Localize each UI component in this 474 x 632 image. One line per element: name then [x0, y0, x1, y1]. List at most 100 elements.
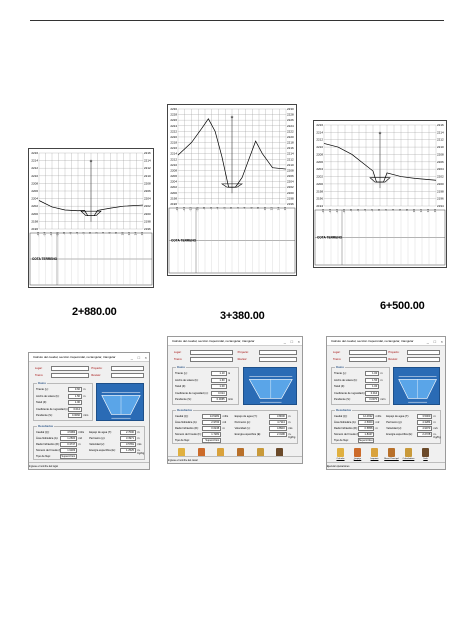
input-field[interactable]: 1.50 [365, 377, 380, 383]
tool-button-5[interactable]: Salir [420, 448, 431, 463]
maximize-button[interactable]: □ [137, 355, 140, 360]
offset-tick: 6 [108, 232, 112, 234]
input-field[interactable]: 1.00 [210, 384, 227, 389]
input-field[interactable]: 0.014 [365, 390, 380, 396]
maximize-button[interactable]: □ [290, 339, 293, 344]
channel-section [369, 177, 391, 183]
close-button[interactable]: × [440, 339, 443, 344]
result-field: 4.8916 [269, 426, 287, 431]
revisor-input[interactable] [407, 357, 441, 362]
input-label: Pendiente (S): [175, 398, 192, 401]
tramo-input[interactable] [190, 357, 233, 362]
calc-window-1: Cálculo del caudal, sección trapezoidal,… [28, 352, 150, 470]
result-unit: m [288, 415, 291, 418]
elev-tick-right: 2216 [437, 123, 444, 127]
tool-button-1[interactable]: Limpiar Pantalla [352, 448, 363, 463]
offset-tick: -10 [56, 232, 60, 237]
result-label: Energía específica (E): [386, 433, 413, 436]
channel-section [80, 210, 102, 216]
minimize-button[interactable]: _ [426, 339, 429, 344]
eraser-icon [197, 448, 205, 457]
tool-button-3[interactable]: Menú Principal [384, 448, 399, 463]
input-label: Tirante (y): [36, 388, 49, 391]
offset-tick: -6 [69, 232, 73, 235]
resultados-group: Resultados Caudal (Q): 4.5084 m3/s Área hidr… [33, 424, 145, 460]
top-rule [30, 20, 444, 21]
lugar-input[interactable] [349, 350, 387, 355]
result-unit: m/s [288, 427, 293, 430]
offset-tick: 16 [433, 209, 437, 213]
lugar-input[interactable] [51, 366, 90, 371]
close-button[interactable]: × [297, 339, 300, 344]
input-field[interactable]: 1.50 [67, 393, 82, 399]
input-field[interactable]: 0.0060 [67, 413, 82, 418]
datos-group: Datos Tirante (y): 1.10 m Ancho de solera (b… [172, 365, 239, 405]
tool-button-2[interactable]: Imprimir [369, 448, 380, 463]
printer-icon [217, 448, 225, 457]
result-unit: m [288, 421, 291, 424]
elev-tick-left: 2206 [316, 160, 323, 164]
result-unit: m-Kg/Kg [137, 449, 145, 455]
revisor-input[interactable] [259, 357, 297, 362]
tramo-input[interactable] [349, 357, 387, 362]
input-label: Ancho de solera (b): [36, 394, 60, 398]
close-button[interactable]: × [144, 355, 147, 360]
input-field[interactable]: 0.014 [67, 406, 82, 412]
calculator-icon [256, 448, 264, 457]
input-field[interactable]: 1.00 [365, 371, 380, 376]
input-field[interactable]: 1.10 [210, 371, 227, 376]
tool-button-label: Salir [423, 458, 428, 460]
tool-button-0[interactable]: Calcular [335, 448, 346, 463]
elev-tick-right: 2212 [437, 138, 444, 142]
offset-tick: 14 [276, 207, 280, 211]
proyecto-input[interactable] [259, 350, 297, 355]
tool-button-4[interactable]: Calculadora [403, 448, 414, 463]
offset-tick: -14 [43, 232, 47, 237]
offset-tick: -4 [363, 209, 367, 212]
input-field[interactable]: 1.00 [67, 400, 82, 405]
input-unit: m [83, 394, 86, 398]
offset-tick: 12 [127, 232, 131, 236]
datos-group: Datos Tirante (y): 0.60 m Ancho de solera (b… [33, 381, 93, 421]
minimize-button[interactable]: _ [283, 339, 286, 344]
offset-tick: 10 [121, 232, 125, 236]
offset-tick: -4 [216, 207, 220, 210]
revisor-label: Revisor: [237, 358, 248, 361]
elev-tick-left: 2208 [170, 168, 177, 172]
tramo-input[interactable] [51, 373, 90, 378]
revisor-input[interactable] [110, 373, 145, 378]
input-label: Coeficiente de rugosidad (n): [334, 391, 368, 395]
input-field[interactable]: 0.014 [210, 390, 227, 396]
input-field[interactable]: 1.60 [210, 377, 227, 383]
result-unit: m3/s [375, 415, 382, 418]
elev-tick-left: 2210 [316, 145, 323, 149]
elev-tick-left: 2202 [31, 204, 38, 208]
revisor-label: Revisor: [388, 358, 398, 361]
result-label: Perímetro (p): [89, 437, 106, 440]
station-label-3: 6+500.00 [380, 300, 425, 312]
input-field[interactable]: 0.0065 [210, 397, 227, 402]
result-field: 1.9183 [60, 448, 78, 453]
maximize-button[interactable]: □ [433, 339, 436, 344]
elev-tick-left: 2208 [316, 152, 323, 156]
input-unit: m/m [83, 414, 89, 417]
elev-tick-right: 2228 [287, 113, 294, 117]
proyecto-input[interactable] [110, 366, 145, 371]
result-label: Tipo de flujo: [36, 455, 51, 458]
proyecto-input[interactable] [407, 350, 441, 355]
offset-tick: -4 [75, 232, 79, 235]
result-field: 1.7281 [202, 432, 222, 437]
elev-tick-right: 2206 [287, 174, 294, 178]
offset-tick: 10 [412, 209, 416, 213]
input-field[interactable]: 0.60 [67, 387, 82, 392]
minimize-button[interactable]: _ [130, 355, 133, 360]
elev-tick-right: 2204 [287, 180, 294, 184]
result-label: Número de Froude (F): [334, 433, 361, 436]
lugar-input[interactable] [190, 350, 233, 355]
result-label: Velocidad (v): [89, 443, 105, 446]
input-field[interactable]: 0.0070 [365, 397, 380, 402]
resultados-title: Resultados [176, 408, 194, 412]
offset-tick: 6 [249, 207, 253, 209]
input-field[interactable]: 1.00 [365, 384, 380, 389]
